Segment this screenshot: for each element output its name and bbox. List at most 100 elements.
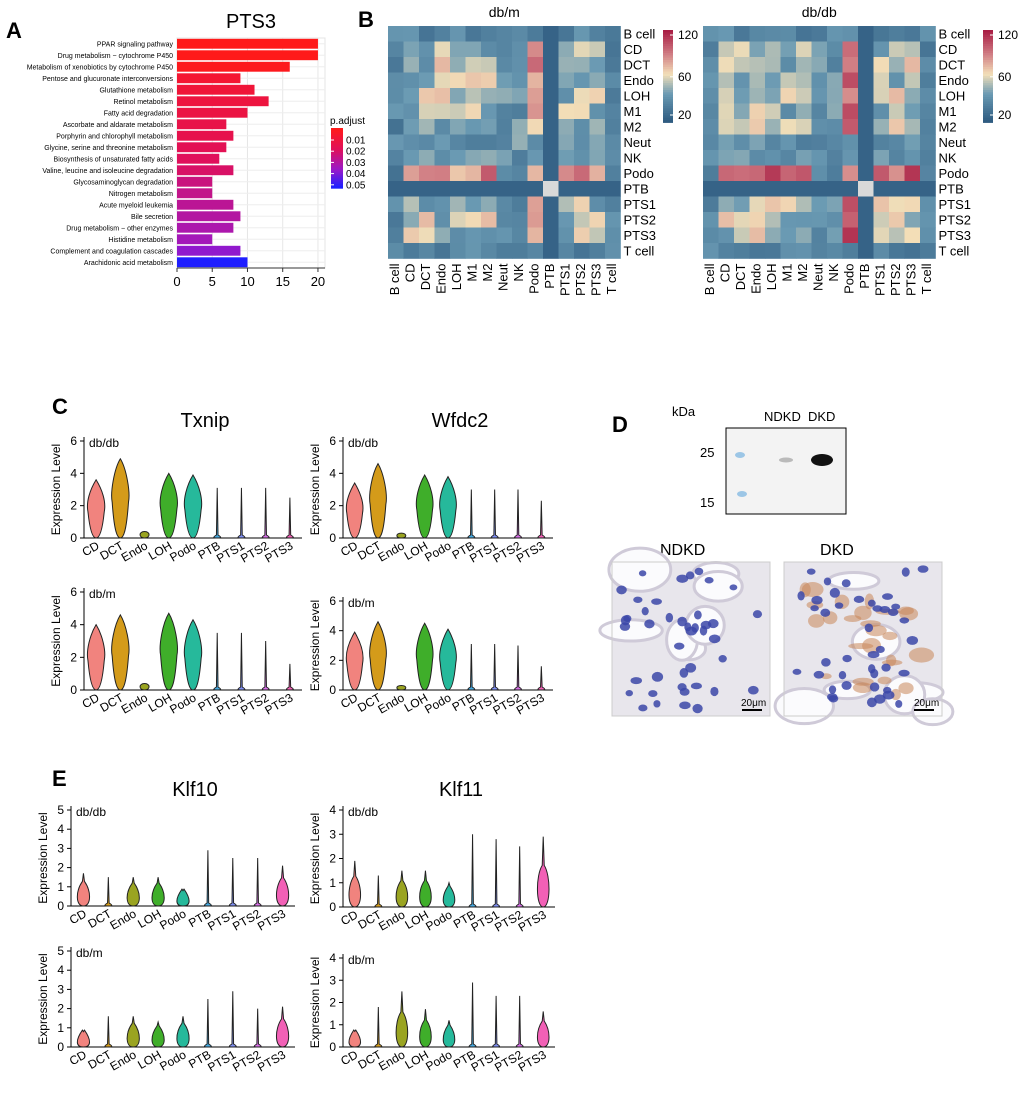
y-category-label: Pentose and glucuronate interconversions — [42, 76, 173, 83]
bar — [177, 107, 248, 118]
heatmap-cell — [703, 134, 719, 151]
colorbar-slice — [663, 85, 673, 89]
heatmap-cell — [873, 181, 890, 197]
heatmap-cell — [703, 243, 719, 259]
heatmap-cell — [574, 57, 590, 73]
heatmap-cell — [434, 57, 451, 73]
nucleus — [633, 596, 643, 603]
heatmap-cell — [419, 72, 435, 89]
heatmap-cell — [873, 212, 890, 228]
heatmap-cell — [904, 57, 921, 73]
heatmap-cell — [749, 243, 766, 259]
heatmap-cell — [889, 26, 905, 42]
violin — [253, 857, 262, 907]
heatmap-cell — [765, 165, 781, 182]
colorbar-slice — [663, 110, 673, 114]
colorbar-slice — [663, 94, 673, 98]
heatmap-cell — [873, 88, 890, 104]
y-tick-label: 3 — [57, 982, 64, 996]
y-tick-label: 0 — [57, 1040, 64, 1054]
colorbar-slice — [663, 69, 673, 73]
heatmap-cell — [873, 165, 890, 182]
nucleus — [823, 577, 832, 586]
y-tick-label: 6 — [329, 594, 336, 608]
heatmap-cell — [481, 88, 497, 104]
heatmap-cell — [765, 57, 781, 73]
heatmap-cell — [842, 57, 859, 73]
y-tick-label: 4 — [329, 951, 336, 965]
x-tick-label: 5 — [209, 274, 216, 289]
legend-label: 0.03 — [346, 158, 366, 169]
heatmap-cell — [811, 72, 828, 89]
gene-title: Wfdc2 — [432, 410, 489, 432]
heatmap-cell — [780, 26, 797, 42]
dab-stain — [852, 677, 874, 686]
heatmap-cell — [543, 103, 559, 120]
heatmap-cell — [780, 41, 797, 58]
heatmap-cell — [558, 88, 575, 104]
heatmap-cell — [558, 26, 575, 42]
y-tick-label: 0 — [70, 531, 77, 545]
panel-a-barchart: PTS3 0 5 10 15 20 PPAR signaling pathway Drug m… — [27, 11, 366, 289]
heatmap-cell — [434, 88, 451, 104]
colorbar-slice — [983, 78, 993, 82]
nucleus — [676, 574, 689, 583]
nucleus — [638, 704, 648, 712]
nucleus — [883, 686, 892, 694]
x-category-label: CD — [80, 538, 102, 559]
y-tick-label: 4 — [329, 624, 336, 638]
colorbar-slice — [663, 106, 673, 110]
heatmap-cell — [858, 41, 874, 58]
heatmap-cell — [543, 150, 559, 166]
colorbar-slice — [983, 113, 993, 116]
heatmap-cell — [920, 134, 936, 151]
nucleus — [729, 584, 738, 591]
y-tick-label: 2 — [329, 499, 336, 513]
violin — [395, 870, 409, 908]
heatmap-cell — [904, 119, 921, 135]
violin — [415, 622, 434, 691]
heatmap-cell — [827, 72, 843, 89]
heatmap-cell — [718, 150, 735, 166]
heatmap-cell — [889, 134, 905, 151]
heatmap-cell — [419, 134, 435, 151]
heatmap-cell — [465, 72, 482, 89]
heatmap-cell — [796, 88, 812, 104]
y-tick-label: 6 — [329, 434, 336, 448]
condition-label: db/db — [348, 436, 378, 450]
x-category-label: PTS3 — [514, 538, 547, 565]
histo-title-ndkd: NDKD — [660, 542, 705, 559]
heatmap-cell — [512, 134, 528, 151]
row-label: PTS3 — [624, 228, 657, 243]
x-category-label: CD — [80, 690, 102, 711]
row-label: CD — [939, 42, 958, 57]
heatmap-cell — [796, 72, 812, 89]
heatmap-cell — [904, 103, 921, 120]
violin — [176, 1016, 190, 1048]
nucleus — [898, 669, 910, 677]
bar — [177, 119, 227, 130]
heatmap-cell — [889, 88, 905, 104]
heatmap-cell — [450, 181, 466, 197]
heatmap-cell — [481, 243, 497, 259]
colorbar-slice — [663, 30, 673, 33]
y-tick-label: 2 — [329, 996, 336, 1010]
heatmap-cell — [811, 196, 828, 213]
violin — [419, 1009, 432, 1048]
col-label: PTB — [857, 264, 872, 289]
heatmap-cell — [858, 212, 874, 228]
heatmap-cell — [527, 103, 544, 120]
violin — [348, 860, 362, 908]
heatmap-cell — [403, 41, 420, 58]
heatmap-cell — [512, 26, 528, 42]
heatmap-cell — [904, 212, 921, 228]
y-axis-label: Expression Level — [308, 444, 322, 535]
heatmap-cell — [388, 88, 404, 104]
heatmap-cell — [558, 72, 575, 89]
legend-gradient-slice — [331, 142, 343, 146]
heatmap-cell — [450, 196, 466, 213]
nucleus — [813, 670, 825, 679]
row-label: CD — [624, 42, 643, 57]
heatmap-cell — [842, 181, 859, 197]
